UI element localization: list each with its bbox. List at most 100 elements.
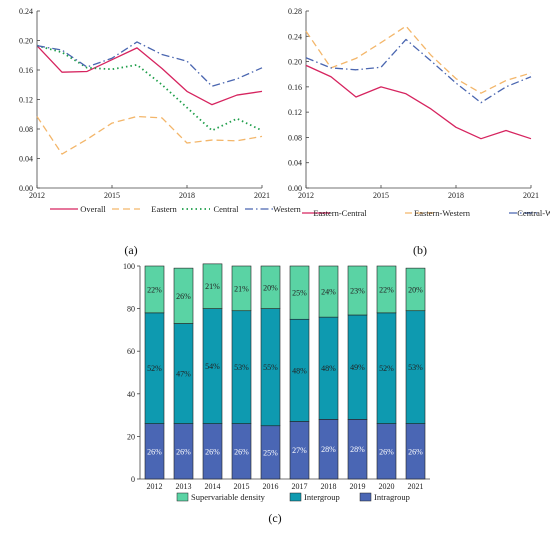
- panel-2-data-label: 54%: [205, 362, 220, 371]
- panel-1-ytick-label: 0.08: [288, 133, 302, 142]
- panel-1-xtick-label: 2021: [523, 191, 539, 200]
- panel-2-legend-swatch: [289, 492, 302, 502]
- panel-2-data-label: 49%: [350, 363, 365, 372]
- panel-0-ytick-label: 0.16: [19, 66, 33, 75]
- panel-2-bar-segment-supervariable-density: [347, 265, 368, 316]
- panel-0-xtick-label: 2015: [104, 191, 120, 200]
- panel-2-xtick-label: 2015: [234, 482, 250, 491]
- panel-2-bar-segment-supervariable-density: [405, 267, 426, 312]
- panel-2-data-label: 25%: [263, 448, 278, 457]
- panel-0-ytick-label: 0.00: [19, 184, 33, 193]
- panel-2-xtick-label: 2012: [147, 482, 163, 491]
- panel-2-data-label: 53%: [408, 363, 423, 372]
- panel-2-data-label: 22%: [147, 285, 162, 294]
- panel-2-data-label: 25%: [292, 289, 307, 298]
- panel-2-data-label: 26%: [205, 447, 220, 456]
- panel-1-ytick-label: 0.12: [288, 108, 302, 117]
- panel-2-ytick-label: 40: [127, 390, 135, 399]
- panel-2-ytick-label: 20: [127, 432, 135, 441]
- panel-2-legend-label: Supervariable density: [191, 492, 266, 502]
- panel-1-legend-label: Central-Western: [517, 208, 550, 218]
- panel-2-legend-label: Intergroup: [304, 492, 340, 502]
- panel-2-legend-label: Intragroup: [374, 492, 410, 502]
- panel-1-ytick-label: 0.28: [288, 7, 302, 16]
- panel-1-xtick-label: 2012: [298, 191, 314, 200]
- panel-2-data-label: 21%: [205, 282, 220, 291]
- panel-2-data-label: 22%: [379, 285, 394, 294]
- panel-0-xtick-label: 2021: [254, 191, 270, 200]
- panel-2-data-label: 52%: [147, 364, 162, 373]
- panel-2-data-label: 26%: [234, 447, 249, 456]
- panel-2-bar-segment-supervariable-density: [260, 265, 281, 309]
- panel-2-data-label: 53%: [234, 363, 249, 372]
- panel-2-ytick-label: 80: [127, 305, 135, 314]
- panel-2-bar-segment-supervariable-density: [376, 265, 397, 314]
- panel-0-series-line-eastern: [36, 115, 263, 155]
- panel-2-ytick-label: 60: [127, 347, 135, 356]
- panel-1-ytick-label: 0.24: [288, 32, 302, 41]
- panel-2-label: (c): [268, 511, 281, 525]
- panel-2-xtick-label: 2019: [350, 482, 366, 491]
- panel-2-legend-swatch: [176, 492, 189, 502]
- panel-1-label: (b): [413, 243, 427, 257]
- panel-0-legend-label: Overall: [80, 204, 106, 214]
- panel-2-data-label: 52%: [379, 364, 394, 373]
- panel-2-data-label: 48%: [321, 364, 336, 373]
- panel-2-data-label: 23%: [350, 286, 365, 295]
- panel-2-xtick-label: 2021: [408, 482, 424, 491]
- panel-2-bar-segment-supervariable-density: [318, 265, 339, 318]
- panel-0-series-line-western: [36, 41, 263, 87]
- panel-2-data-label: 24%: [321, 288, 336, 297]
- panel-1-ytick-label: 0.20: [288, 58, 302, 67]
- panel-2-ytick-label: 0: [131, 475, 135, 484]
- panel-2-data-label: 21%: [234, 284, 249, 293]
- panel-2-data-label: 26%: [147, 447, 162, 456]
- panel-2-data-label: 28%: [350, 445, 365, 454]
- panel-1-ytick-label: 0.00: [288, 184, 302, 193]
- panel-1-ytick-label: 0.16: [288, 83, 302, 92]
- panel-1-xtick-label: 2015: [373, 191, 389, 200]
- panel-2-legend-swatch: [359, 492, 372, 502]
- panel-2-data-label: 20%: [408, 285, 423, 294]
- panel-0-series-line-overall: [36, 45, 263, 106]
- panel-2-data-label: 48%: [292, 366, 307, 375]
- panel-0-label: (a): [124, 243, 137, 257]
- panel-2-data-label: 26%: [176, 447, 191, 456]
- panel-1-legend-label: Eastern-Central: [313, 208, 367, 218]
- panel-1-series-line-eastern-central: [305, 64, 532, 140]
- panel-2-data-label: 28%: [321, 445, 336, 454]
- panel-0-legend-label: Eastern: [151, 204, 177, 214]
- panel-0-xtick-label: 2012: [29, 191, 45, 200]
- panel-0-legend-label: Central: [213, 204, 239, 214]
- panel-1-xtick-label: 2018: [448, 191, 464, 200]
- panel-2-data-label: 55%: [263, 363, 278, 372]
- panel-0-legend-label: Western: [273, 204, 301, 214]
- panel-1-series-line-central-western: [305, 38, 532, 104]
- panel-2-data-label: 27%: [292, 446, 307, 455]
- panel-2-xtick-label: 2018: [321, 482, 337, 491]
- panel-2-xtick-label: 2016: [263, 482, 279, 491]
- panel-2-xtick-label: 2013: [176, 482, 192, 491]
- panel-2-bar-segment-supervariable-density: [202, 263, 223, 309]
- panel-2-xtick-label: 2020: [379, 482, 395, 491]
- panel-1-legend-label: Eastern-Western: [414, 208, 471, 218]
- panel-0-ytick-label: 0.04: [19, 155, 33, 164]
- panel-2-xtick-label: 2014: [205, 482, 221, 491]
- panel-1-series-line-eastern-western: [305, 25, 532, 94]
- panel-2-data-label: 26%: [379, 447, 394, 456]
- panel-2-data-label: 47%: [176, 370, 191, 379]
- panel-0-ytick-label: 0.24: [19, 7, 33, 16]
- panel-2-data-label: 20%: [263, 283, 278, 292]
- panel-0-series-line-central: [36, 44, 263, 132]
- panel-2-bar-segment-supervariable-density: [289, 265, 310, 320]
- panel-0-xtick-label: 2018: [179, 191, 195, 200]
- panel-1-ytick-label: 0.04: [288, 159, 302, 168]
- panel-2-bar-segment-supervariable-density: [144, 265, 165, 314]
- panel-2-bar-segment-supervariable-density: [173, 267, 194, 324]
- panel-2-xtick-label: 2017: [292, 482, 308, 491]
- panel-2-data-label: 26%: [176, 292, 191, 301]
- panel-2-ytick-label: 100: [123, 262, 135, 271]
- panel-2-data-label: 26%: [408, 447, 423, 456]
- panel-0-ytick-label: 0.12: [19, 96, 33, 105]
